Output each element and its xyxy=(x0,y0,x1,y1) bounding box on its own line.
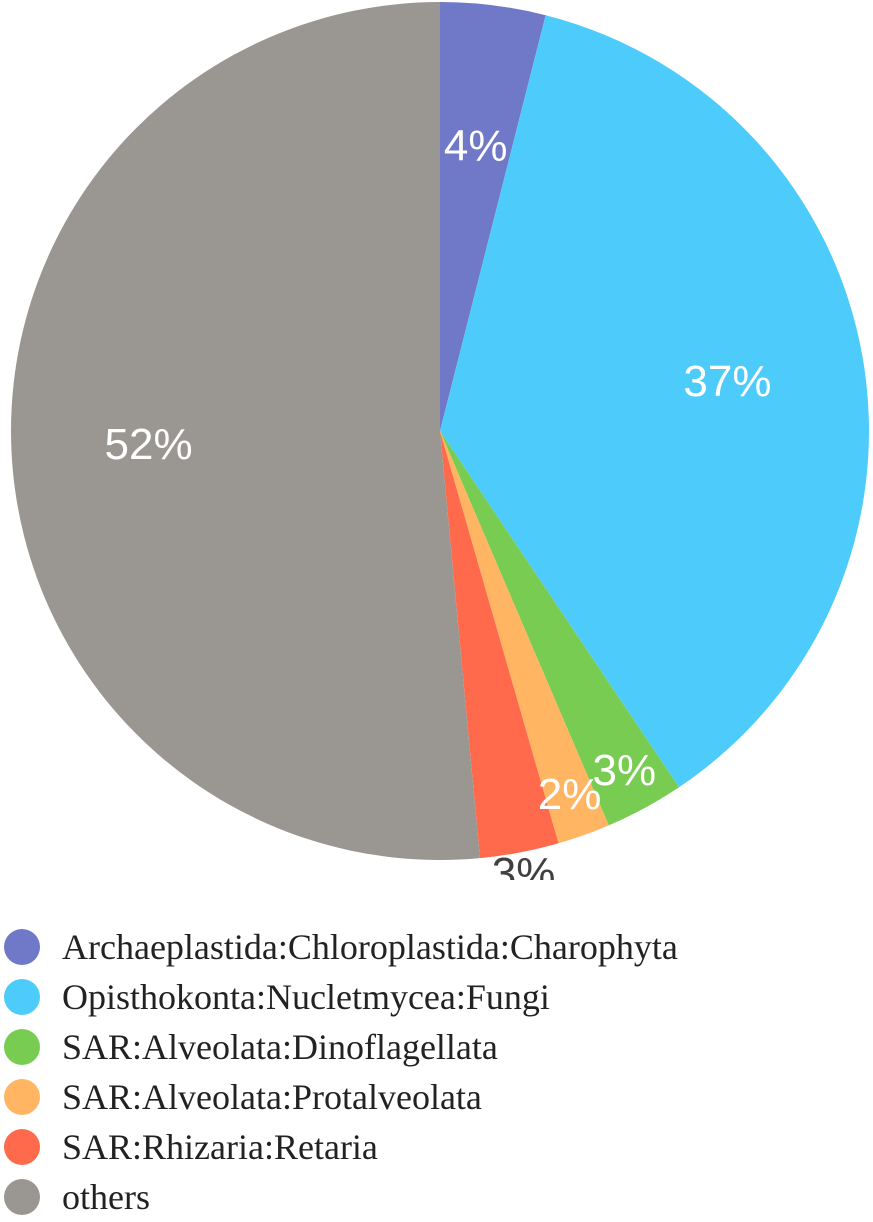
slice-label: 3% xyxy=(492,849,556,880)
legend-item: SAR:Rhizaria:Retaria xyxy=(4,1122,864,1172)
pie-chart: 4%37%3%2%3%52% xyxy=(10,2,869,880)
legend-label: others xyxy=(62,1177,150,1217)
slice-label: 3% xyxy=(593,746,657,795)
legend-item: Opisthokonta:Nucletmycea:Fungi xyxy=(4,972,864,1022)
pie-slice xyxy=(440,431,559,859)
legend-swatch xyxy=(4,1129,40,1165)
legend-label: SAR:Alveolata:Protalveolata xyxy=(62,1077,482,1117)
pie-slice xyxy=(440,431,609,844)
legend-label: SAR:Alveolata:Dinoflagellata xyxy=(62,1027,498,1067)
slice-label: 2% xyxy=(538,770,602,819)
legend-swatch xyxy=(4,1079,40,1115)
legend-swatch xyxy=(4,1179,40,1215)
legend: Archaeplastida:Chloroplastida:Charophyta… xyxy=(4,922,864,1222)
legend-label: SAR:Rhizaria:Retaria xyxy=(62,1127,378,1167)
pie-slice xyxy=(440,15,869,788)
legend-label: Archaeplastida:Chloroplastida:Charophyta xyxy=(62,927,678,967)
legend-item: SAR:Alveolata:Dinoflagellata xyxy=(4,1022,864,1072)
pie-slice xyxy=(440,431,680,826)
pie-slices xyxy=(10,2,869,860)
legend-swatch xyxy=(4,1029,40,1065)
legend-swatch xyxy=(4,929,40,965)
legend-item: others xyxy=(4,1172,864,1222)
legend-item: SAR:Alveolata:Protalveolata xyxy=(4,1072,864,1122)
slice-label: 4% xyxy=(444,121,508,170)
pie-slice xyxy=(440,2,546,431)
pie-slice xyxy=(10,2,480,860)
pie-labels: 4%37%3%2%3%52% xyxy=(105,121,772,880)
slice-label: 52% xyxy=(105,420,193,469)
legend-swatch xyxy=(4,979,40,1015)
legend-item: Archaeplastida:Chloroplastida:Charophyta xyxy=(4,922,864,972)
legend-label: Opisthokonta:Nucletmycea:Fungi xyxy=(62,977,550,1017)
slice-label: 37% xyxy=(683,357,771,406)
